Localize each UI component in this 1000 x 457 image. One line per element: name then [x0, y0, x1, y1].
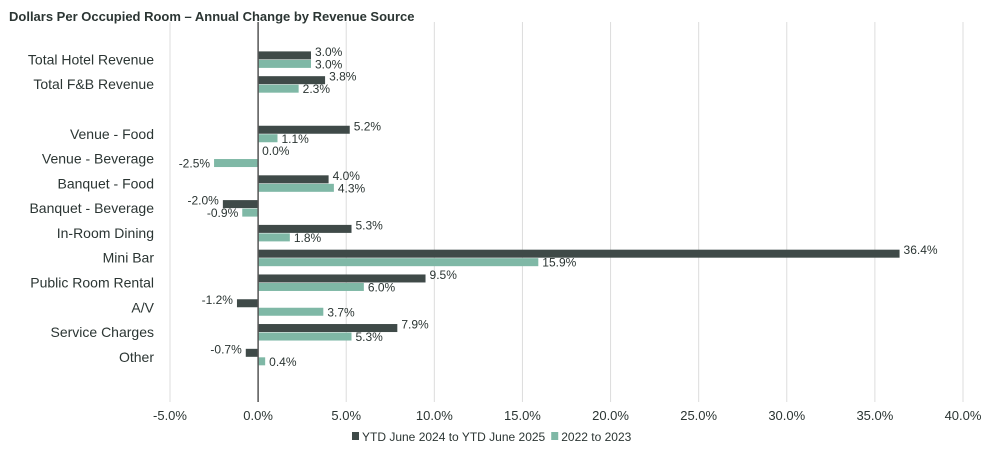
data-label: 1.1%: [281, 132, 309, 146]
category-label: Total Hotel Revenue: [28, 51, 154, 67]
category-label: Total F&B Revenue: [33, 76, 154, 92]
bar-2022: [258, 282, 364, 291]
bar-2022: [258, 233, 290, 242]
bar-ytd: [258, 76, 326, 85]
data-label: 3.0%: [315, 57, 343, 71]
data-label: 15.9%: [542, 256, 576, 270]
category-label: Venue - Beverage: [42, 151, 154, 167]
legend-label: 2022 to 2023: [561, 430, 631, 444]
x-tick-label: 30.0%: [768, 408, 805, 423]
chart-title: Dollars Per Occupied Room – Annual Chang…: [9, 9, 415, 24]
data-label: 36.4%: [904, 243, 938, 257]
legend-swatch: [551, 432, 559, 440]
bar-ytd: [258, 125, 350, 134]
bar-ytd: [258, 224, 352, 233]
bar-ytd: [258, 274, 426, 283]
category-label: Banquet - Food: [57, 175, 154, 191]
data-label: 0.4%: [269, 355, 297, 369]
x-tick-label: 15.0%: [504, 408, 541, 423]
data-label: 1.8%: [294, 231, 322, 245]
x-tick-label: 25.0%: [680, 408, 717, 423]
legend-label: YTD June 2024 to YTD June 2025: [362, 430, 546, 444]
data-label: -0.9%: [207, 206, 239, 220]
data-label: -0.7%: [210, 342, 242, 356]
bar-ytd: [222, 200, 259, 209]
data-label: 5.2%: [354, 119, 382, 133]
bar-2022: [258, 332, 352, 341]
category-label: Venue - Food: [70, 126, 154, 142]
x-tick-label: 35.0%: [856, 408, 893, 423]
data-label: -2.0%: [188, 194, 220, 208]
x-tick-label: 0.0%: [243, 408, 273, 423]
legend-swatch: [352, 432, 359, 440]
x-tick-label: 5.0%: [331, 408, 361, 423]
data-label: 3.0%: [315, 45, 343, 59]
bar-2022: [258, 134, 278, 143]
bar-ytd: [258, 249, 900, 258]
x-tick-label: 20.0%: [592, 408, 629, 423]
bar-2022: [242, 208, 259, 217]
category-label: In-Room Dining: [57, 225, 154, 241]
bar-ytd: [245, 348, 259, 357]
category-label: Public Room Rental: [30, 274, 154, 290]
data-label: 3.8%: [329, 70, 357, 84]
data-label: 0.0%: [262, 144, 290, 158]
bar-2022: [258, 59, 311, 68]
category-label: Service Charges: [51, 324, 155, 340]
bar-ytd: [258, 51, 311, 60]
bar-2022: [258, 183, 334, 192]
bar-2022: [258, 357, 266, 366]
data-label: -1.2%: [202, 293, 234, 307]
data-label: 5.3%: [356, 330, 384, 344]
data-label: 9.5%: [430, 268, 458, 282]
x-tick-label: -5.0%: [153, 408, 187, 423]
bar-2022: [258, 84, 299, 93]
category-label: A/V: [131, 299, 154, 315]
data-label: 4.0%: [333, 169, 361, 183]
bar-2022: [258, 258, 539, 267]
data-label: 4.3%: [338, 181, 366, 195]
bar-2022: [258, 307, 324, 316]
x-tick-label: 10.0%: [416, 408, 453, 423]
data-label: 2.3%: [303, 82, 331, 96]
data-label: -2.5%: [179, 157, 211, 171]
data-label: 3.7%: [327, 305, 355, 319]
bar-2022: [214, 159, 259, 168]
category-label: Banquet - Beverage: [29, 200, 154, 216]
data-label: 7.9%: [401, 318, 429, 332]
category-label: Other: [119, 349, 154, 365]
bar-ytd: [258, 175, 329, 184]
data-label: 6.0%: [368, 280, 396, 294]
bar-ytd: [258, 324, 398, 333]
x-tick-label: 40.0%: [945, 408, 982, 423]
data-label: 5.3%: [356, 218, 384, 232]
bar-ytd: [236, 299, 259, 308]
category-label: Mini Bar: [103, 250, 155, 266]
